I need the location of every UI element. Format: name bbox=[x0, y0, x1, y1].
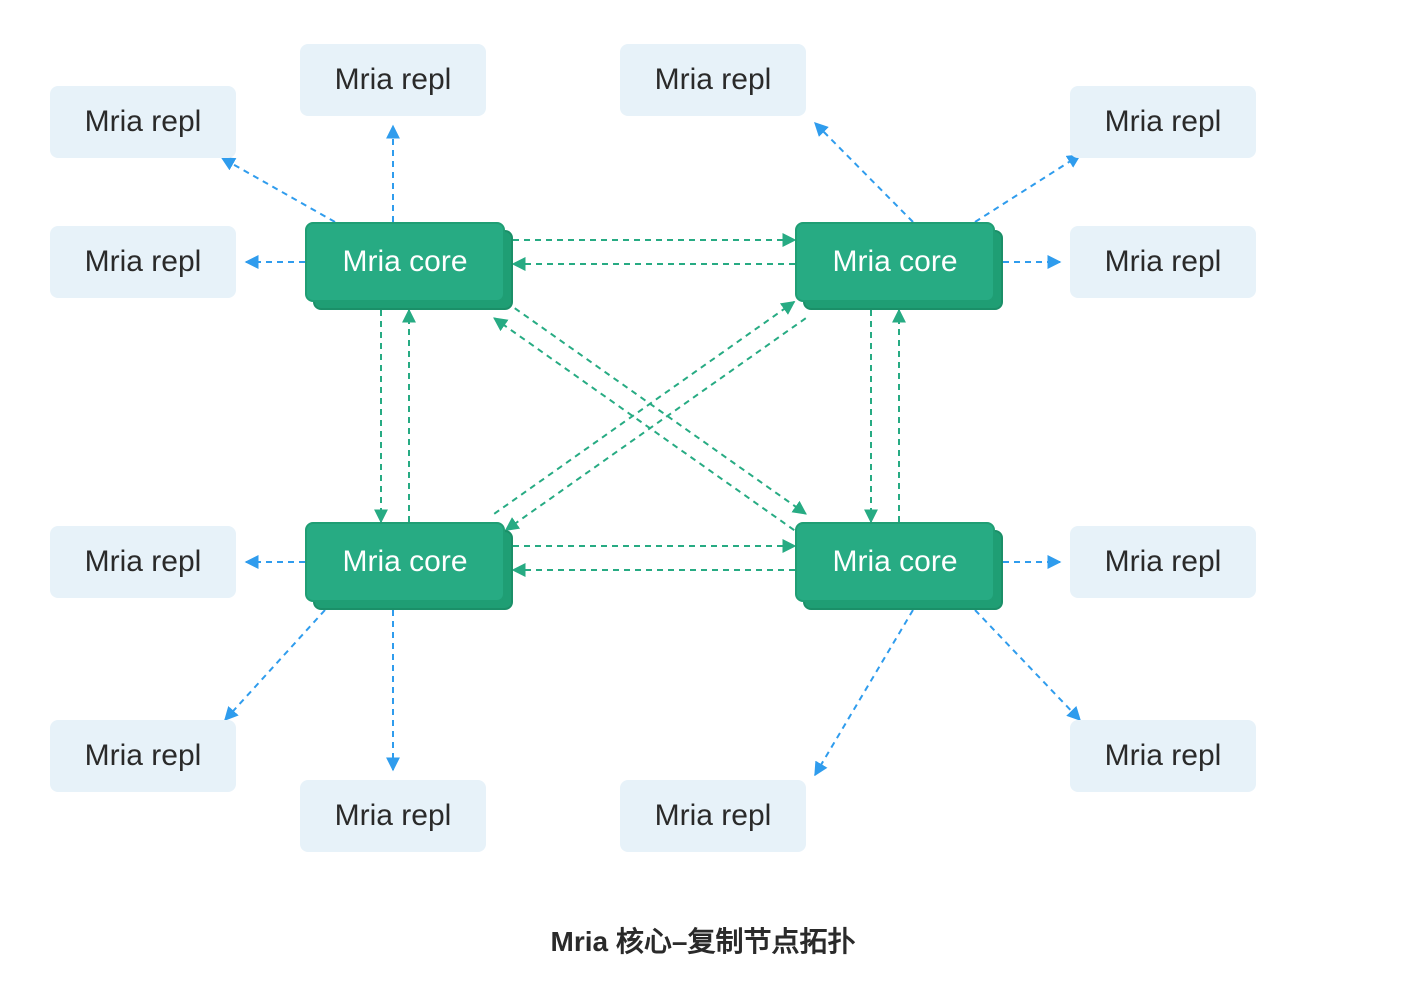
core-label: Mria core bbox=[832, 545, 957, 579]
repl-node: Mria repl bbox=[300, 780, 486, 852]
core-node: Mria core bbox=[795, 522, 1003, 610]
repl-label: Mria repl bbox=[1105, 245, 1222, 279]
repl-label: Mria repl bbox=[85, 545, 202, 579]
repl-node: Mria repl bbox=[1070, 86, 1256, 158]
core-front: Mria core bbox=[795, 222, 995, 302]
repl-node: Mria repl bbox=[620, 780, 806, 852]
repl-node: Mria repl bbox=[50, 226, 236, 298]
diagram-stage: Mria repl Mria repl Mria repl Mria repl Mria… bbox=[0, 0, 1406, 984]
core-node: Mria core bbox=[795, 222, 1003, 310]
caption-text: Mria 核心–复制节点拓扑 bbox=[551, 926, 856, 957]
repl-label: Mria repl bbox=[85, 245, 202, 279]
repl-label: Mria repl bbox=[335, 63, 452, 97]
core-label: Mria core bbox=[832, 245, 957, 279]
repl-node: Mria repl bbox=[1070, 226, 1256, 298]
repl-label: Mria repl bbox=[655, 799, 772, 833]
repl-node: Mria repl bbox=[50, 86, 236, 158]
repl-label: Mria repl bbox=[655, 63, 772, 97]
repl-label: Mria repl bbox=[85, 105, 202, 139]
repl-label: Mria repl bbox=[1105, 739, 1222, 773]
repl-label: Mria repl bbox=[85, 739, 202, 773]
repl-node: Mria repl bbox=[300, 44, 486, 116]
core-node: Mria core bbox=[305, 522, 513, 610]
repl-node: Mria repl bbox=[1070, 526, 1256, 598]
repl-label: Mria repl bbox=[335, 799, 452, 833]
core-node: Mria core bbox=[305, 222, 513, 310]
repl-node: Mria repl bbox=[50, 720, 236, 792]
diagram-caption: Mria 核心–复制节点拓扑 bbox=[0, 920, 1406, 960]
core-repl-edges bbox=[222, 123, 1080, 775]
repl-node: Mria repl bbox=[50, 526, 236, 598]
repl-label: Mria repl bbox=[1105, 545, 1222, 579]
core-front: Mria core bbox=[795, 522, 995, 602]
core-front: Mria core bbox=[305, 522, 505, 602]
repl-label: Mria repl bbox=[1105, 105, 1222, 139]
core-label: Mria core bbox=[342, 545, 467, 579]
core-label: Mria core bbox=[342, 245, 467, 279]
core-front: Mria core bbox=[305, 222, 505, 302]
repl-node: Mria repl bbox=[1070, 720, 1256, 792]
repl-node: Mria repl bbox=[620, 44, 806, 116]
